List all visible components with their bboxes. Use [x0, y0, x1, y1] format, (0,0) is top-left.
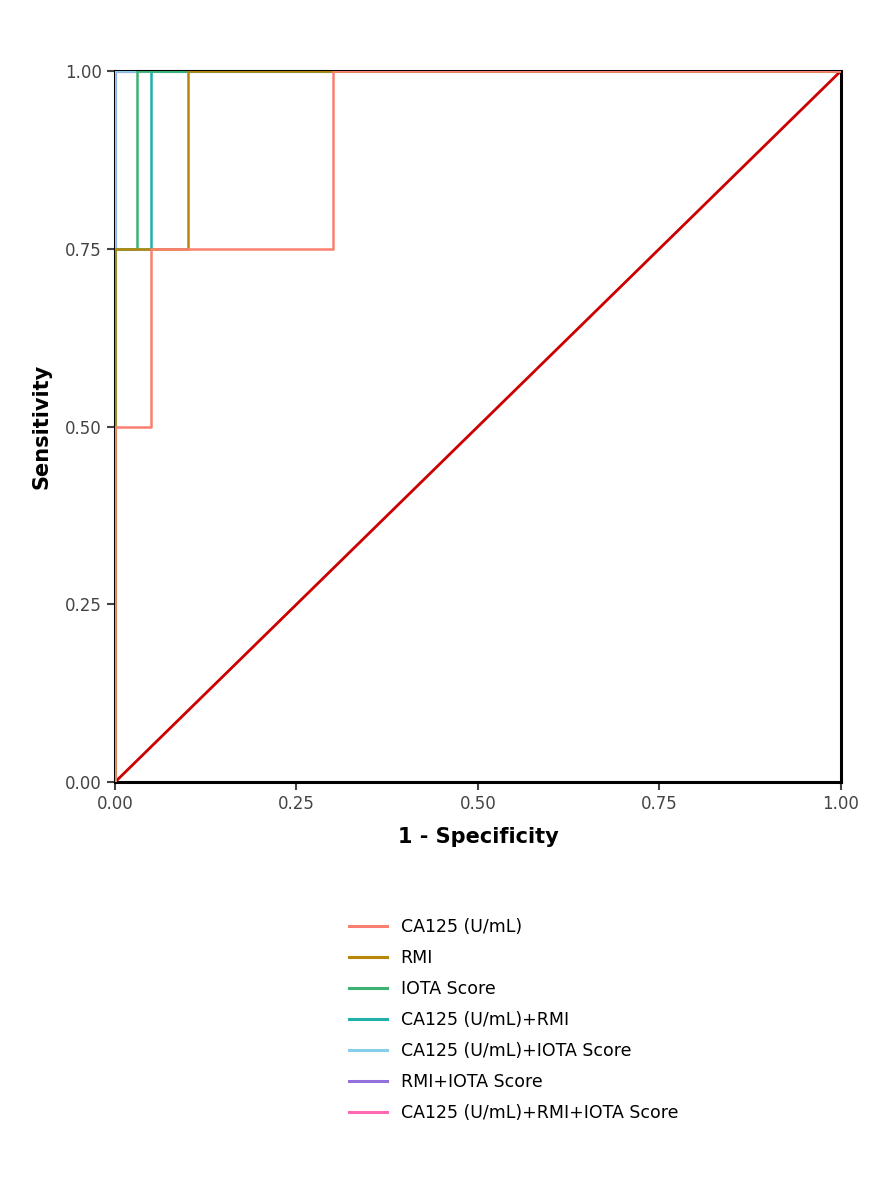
X-axis label: 1 - Specificity: 1 - Specificity	[397, 827, 558, 847]
Legend: CA125 (U/mL), RMI, IOTA Score, CA125 (U/mL)+RMI, CA125 (U/mL)+IOTA Score, RMI+IO: CA125 (U/mL), RMI, IOTA Score, CA125 (U/…	[342, 911, 685, 1129]
Y-axis label: Sensitivity: Sensitivity	[31, 364, 51, 489]
